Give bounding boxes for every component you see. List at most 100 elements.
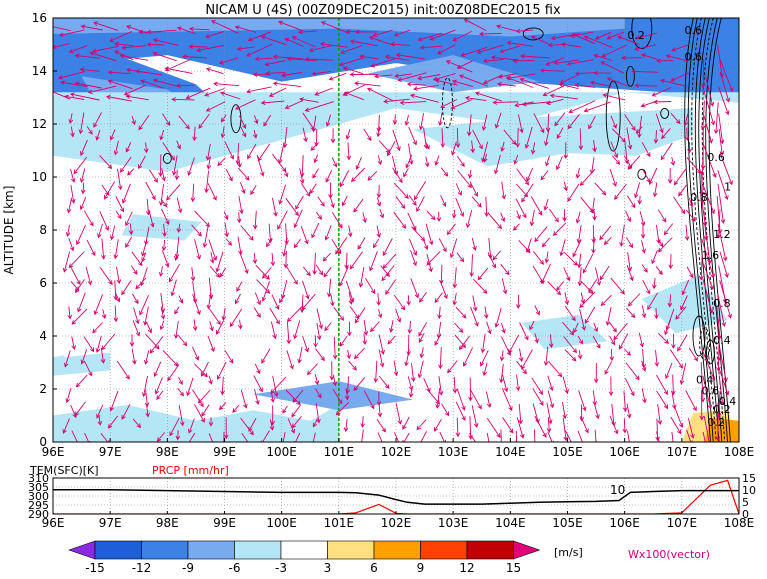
contour-label: 0.4 — [696, 374, 714, 387]
x-tick-label: 99E — [213, 445, 236, 459]
contour-label: 0.4 — [713, 334, 731, 347]
colorbar-tick: -15 — [85, 561, 105, 575]
x-tick-label: 107E — [667, 445, 698, 459]
legend-temperature: TEM(SFC)[K] — [29, 464, 99, 477]
contour-label: 1 — [724, 180, 731, 193]
y-axis-ticks: 0 2 4 6 8 10 12 14 16 — [32, 11, 57, 449]
colorbar-tick: 3 — [324, 561, 332, 575]
colorbar-swatch — [94, 540, 142, 560]
colorbar-swatch — [420, 540, 468, 560]
contour-label: 0.8 — [690, 191, 708, 204]
surface-grid — [53, 478, 739, 514]
colorbar: -15 -12 -9 -6 -3 3 6 9 12 15 [m/s] Wx100(vector) — [68, 540, 710, 575]
surface-left-tick: 295 — [28, 499, 49, 512]
x-tick-label: 102E — [381, 445, 412, 459]
colorbar-swatch — [466, 540, 514, 560]
surface-left-tick: 300 — [28, 490, 49, 503]
colorbar-swatch — [141, 540, 189, 560]
y-tick-label: 6 — [39, 276, 47, 290]
y-tick-label: 8 — [39, 223, 47, 237]
surface-x-tick: 107E — [667, 516, 698, 530]
surface-x-tick: 108E — [724, 516, 755, 530]
surface-right-tick: 15 — [742, 472, 756, 485]
y-tick-label: 14 — [32, 64, 47, 78]
contour-label: 1.6 — [702, 249, 720, 262]
surface-right-tick: 10 — [742, 484, 756, 497]
surface-x-tick: 101E — [324, 516, 355, 530]
colorbar-swatch — [327, 540, 375, 560]
y-tick-label: 2 — [39, 382, 47, 396]
contour-label: 0.2 — [713, 403, 731, 416]
contour-label: 0.6 — [702, 384, 720, 397]
colorbar-unit: [m/s] — [554, 546, 583, 559]
contour-label: 0.2 — [627, 29, 645, 42]
surface-x-tick: 102E — [381, 516, 412, 530]
colorbar-swatch — [280, 540, 328, 560]
colorbar-tick: -6 — [229, 561, 241, 575]
colorbar-min-arrow — [68, 540, 96, 560]
contour-labels: 0.2 0.60.60.60.811.21.60.80.40.40.60.40.2… — [627, 24, 736, 429]
colorbar-tick: -12 — [132, 561, 152, 575]
colorbar-tick: 15 — [506, 561, 521, 575]
x-tick-label: 101E — [324, 445, 355, 459]
surface-x-tick: 105E — [552, 516, 583, 530]
x-tick-label: 104E — [495, 445, 526, 459]
contour-label: 0.6 — [685, 50, 703, 63]
surface-x-ticks: 96E 97E 98E 99E 100E 101E 102E 103E 104E 105E 106E… — [42, 511, 755, 530]
contour-label: 1.2 — [713, 228, 731, 241]
surface-panel: TEM(SFC)[K] PRCP [mm/hr] 10 310305300295… — [28, 464, 756, 530]
surface-x-tick: 100E — [266, 516, 297, 530]
colorbar-tick: 12 — [459, 561, 474, 575]
x-tick-label: 98E — [156, 445, 179, 459]
legend-precipitation: PRCP [mm/hr] — [152, 464, 229, 477]
surface-annotation: 10 — [610, 483, 625, 497]
y-tick-label: 0 — [39, 435, 47, 449]
x-tick-label: 108E — [724, 445, 755, 459]
surface-left-tick: 290 — [28, 508, 49, 521]
colorbar-swatch — [373, 540, 421, 560]
y-tick-label: 12 — [32, 117, 47, 131]
vector-label: Wx100(vector) — [628, 548, 710, 561]
contour-label: 0.6 — [685, 24, 703, 37]
surface-x-tick: 98E — [156, 516, 179, 530]
chart-title: NICAM U (4S) (00Z09DEC2015) init:00Z08DE… — [205, 3, 561, 18]
x-tick-label: 100E — [266, 445, 297, 459]
y-tick-label: 10 — [32, 170, 47, 184]
surface-x-tick: 97E — [99, 516, 122, 530]
wind-vectors — [53, 18, 734, 442]
y-axis-label: ALTITUDE [km] — [2, 186, 16, 275]
surface-right-tick: 0 — [742, 508, 749, 521]
colorbar-tick: -9 — [182, 561, 194, 575]
main-panel: 0.2 0.60.60.60.811.21.60.80.40.40.60.40.2… — [2, 11, 755, 459]
surface-left-tick: 305 — [28, 481, 49, 494]
colorbar-swatch — [187, 540, 235, 560]
x-tick-label: 96E — [42, 445, 65, 459]
surface-x-tick: 96E — [42, 516, 65, 530]
contour-label: 0.2 — [707, 416, 725, 429]
y-tick-label: 4 — [39, 329, 47, 343]
x-tick-label: 103E — [438, 445, 469, 459]
surface-left-tick: 310 — [28, 472, 49, 485]
colorbar-tick: 9 — [417, 561, 425, 575]
surface-x-tick: 103E — [438, 516, 469, 530]
contour-label: 0.6 — [707, 151, 725, 164]
contour-label: 0.8 — [713, 297, 731, 310]
contour-label: 0.4 — [719, 395, 737, 408]
x-tick-label: 97E — [99, 445, 122, 459]
x-tick-label: 105E — [552, 445, 583, 459]
temperature-line — [53, 488, 739, 505]
y-tick-label: 16 — [32, 11, 47, 25]
colorbar-max-arrow — [513, 540, 541, 560]
x-axis-ticks: 96E 97E 98E 99E 100E 101E 102E 103E 104E 105E 106E… — [42, 438, 755, 459]
x-tick-label: 106E — [609, 445, 640, 459]
colorbar-tick: -3 — [275, 561, 287, 575]
colorbar-swatch — [234, 540, 282, 560]
surface-x-tick: 104E — [495, 516, 526, 530]
colorbar-tick: 6 — [370, 561, 378, 575]
surface-right-tick: 5 — [742, 496, 749, 509]
surface-x-tick: 106E — [609, 516, 640, 530]
surface-x-tick: 99E — [213, 516, 236, 530]
